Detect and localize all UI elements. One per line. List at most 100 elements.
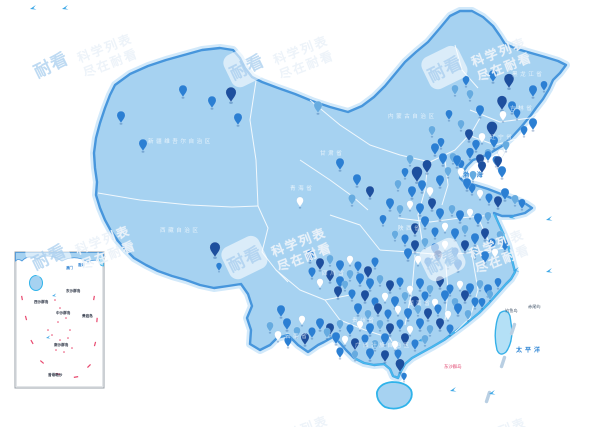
location-pin[interactable] [376,319,384,332]
location-pin[interactable] [437,137,445,150]
location-pin[interactable] [401,234,409,247]
location-pin[interactable] [493,195,503,210]
location-pin[interactable] [421,291,429,304]
location-pin[interactable] [371,257,379,270]
location-pin[interactable] [380,349,390,364]
location-pin[interactable] [354,261,362,274]
location-pin[interactable] [435,174,445,189]
location-pin[interactable] [457,167,465,180]
location-pin[interactable] [480,227,490,242]
location-pin[interactable] [410,222,420,237]
location-pin[interactable] [325,269,335,284]
location-pin[interactable] [365,185,375,200]
location-pin[interactable] [475,104,485,119]
location-pin[interactable] [462,177,472,192]
location-pin[interactable] [528,84,538,99]
location-pin[interactable] [445,109,453,122]
location-pin[interactable] [400,332,410,347]
location-pin[interactable] [466,208,474,220]
location-pin[interactable] [376,274,384,287]
location-pin[interactable] [415,317,425,332]
location-pin[interactable] [411,166,423,185]
location-pin[interactable] [406,285,414,297]
location-pin[interactable] [448,204,456,217]
location-pin[interactable] [485,193,493,206]
location-pin[interactable] [394,179,402,192]
location-pin[interactable] [353,302,363,317]
location-pin[interactable] [315,317,325,332]
location-pin[interactable] [520,125,528,138]
location-pin[interactable] [444,310,452,322]
location-pin[interactable] [360,289,370,304]
location-pin[interactable] [401,167,409,180]
location-pin[interactable] [356,320,364,332]
location-pin[interactable] [471,139,481,153]
location-pin[interactable] [434,304,442,317]
location-pins-layer[interactable] [116,69,548,383]
location-pin[interactable] [496,230,504,243]
location-pin[interactable] [460,289,470,304]
location-pin[interactable] [441,222,449,234]
location-pin[interactable] [422,159,432,175]
location-pin[interactable] [348,289,356,302]
location-pin[interactable] [355,272,365,287]
location-pin[interactable] [352,173,362,188]
location-pin[interactable] [138,138,148,153]
location-pin[interactable] [452,154,462,169]
location-pin[interactable] [396,277,404,290]
location-pin[interactable] [284,336,292,349]
location-pin[interactable] [430,142,440,157]
location-pin[interactable] [503,73,515,90]
location-pin[interactable] [420,215,430,230]
location-pin[interactable] [379,214,387,227]
location-pin[interactable] [308,267,316,280]
location-pin[interactable] [274,330,282,343]
location-pin[interactable] [385,279,395,294]
location-pin[interactable] [116,110,126,125]
location-pin[interactable] [415,202,425,217]
location-pin[interactable] [427,197,437,212]
location-pin[interactable] [401,291,409,304]
location-pin[interactable] [346,269,354,282]
location-pin[interactable] [341,335,349,347]
location-pin[interactable] [417,179,427,194]
location-pin[interactable] [381,292,389,304]
location-pin[interactable] [300,332,310,347]
location-pin[interactable] [384,309,392,322]
location-pin[interactable] [511,194,519,207]
location-pin[interactable] [484,211,492,224]
location-pin[interactable] [207,95,217,110]
location-pin[interactable] [478,297,486,310]
location-pin[interactable] [364,309,372,322]
location-pin[interactable] [406,200,414,212]
location-pin[interactable] [371,339,379,352]
location-pin[interactable] [385,322,395,337]
location-pin[interactable] [435,207,445,222]
location-pin[interactable] [403,247,413,262]
location-pin[interactable] [426,284,434,297]
location-pin[interactable] [435,317,445,332]
location-pin[interactable] [457,119,465,132]
location-pin[interactable] [497,165,507,180]
location-pin[interactable] [469,170,477,183]
location-pin[interactable] [494,277,502,290]
location-pin[interactable] [365,322,375,337]
location-pin[interactable] [407,185,417,200]
location-pin[interactable] [464,128,474,143]
location-pin[interactable] [500,187,510,202]
location-pin[interactable] [266,321,274,334]
location-pin[interactable] [365,347,375,362]
location-pin[interactable] [513,108,521,121]
location-pin[interactable] [468,183,476,196]
location-pin[interactable] [453,302,463,317]
location-pin[interactable] [326,254,334,267]
location-pin[interactable] [476,189,484,201]
location-pin[interactable] [308,327,316,340]
location-pin[interactable] [414,304,422,317]
location-pin[interactable] [491,248,499,260]
location-pin[interactable] [518,198,526,211]
location-pin[interactable] [348,194,356,207]
location-pin[interactable] [333,285,343,300]
location-pin[interactable] [298,315,306,327]
location-pin[interactable] [335,259,345,274]
